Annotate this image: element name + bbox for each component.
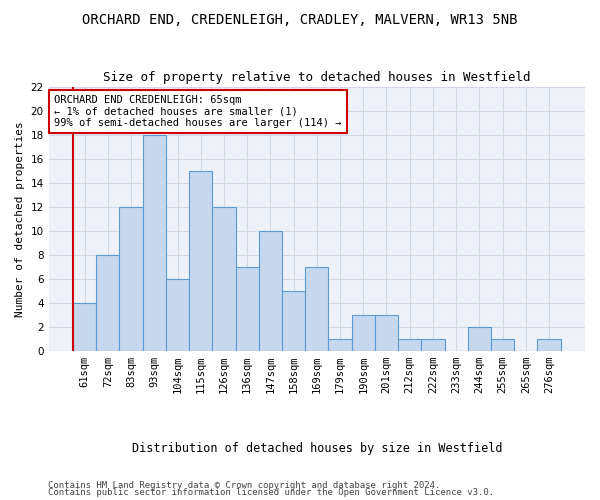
Bar bbox=[468, 327, 491, 351]
Text: ORCHARD END CREDENLEIGH: 65sqm
← 1% of detached houses are smaller (1)
99% of se: ORCHARD END CREDENLEIGH: 65sqm ← 1% of d… bbox=[54, 95, 341, 128]
Bar bbox=[538, 339, 560, 351]
Bar bbox=[352, 315, 375, 351]
Bar bbox=[282, 291, 305, 351]
Bar bbox=[212, 207, 236, 351]
Bar bbox=[189, 171, 212, 351]
X-axis label: Distribution of detached houses by size in Westfield: Distribution of detached houses by size … bbox=[131, 442, 502, 455]
Bar bbox=[375, 315, 398, 351]
Bar bbox=[421, 339, 445, 351]
Bar bbox=[73, 303, 96, 351]
Title: Size of property relative to detached houses in Westfield: Size of property relative to detached ho… bbox=[103, 72, 530, 85]
Text: Contains HM Land Registry data © Crown copyright and database right 2024.: Contains HM Land Registry data © Crown c… bbox=[48, 480, 440, 490]
Bar bbox=[328, 339, 352, 351]
Bar bbox=[166, 279, 189, 351]
Text: ORCHARD END, CREDENLEIGH, CRADLEY, MALVERN, WR13 5NB: ORCHARD END, CREDENLEIGH, CRADLEY, MALVE… bbox=[82, 12, 518, 26]
Bar bbox=[259, 231, 282, 351]
Bar bbox=[119, 207, 143, 351]
Bar bbox=[236, 267, 259, 351]
Bar bbox=[143, 135, 166, 351]
Bar bbox=[96, 255, 119, 351]
Text: Contains public sector information licensed under the Open Government Licence v3: Contains public sector information licen… bbox=[48, 488, 494, 497]
Bar bbox=[305, 267, 328, 351]
Y-axis label: Number of detached properties: Number of detached properties bbox=[15, 121, 25, 317]
Bar bbox=[491, 339, 514, 351]
Bar bbox=[398, 339, 421, 351]
